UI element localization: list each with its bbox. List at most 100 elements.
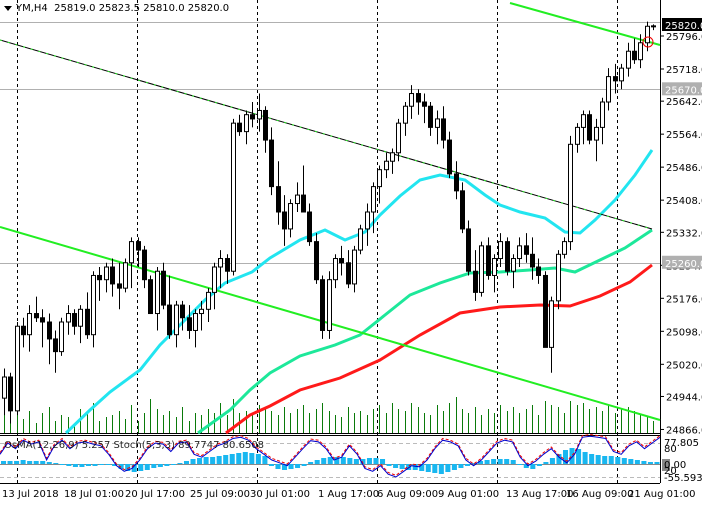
price-axis-label: 25020.0 [666, 360, 702, 371]
candle [307, 203, 312, 246]
candle [206, 288, 211, 322]
osma-bar [536, 464, 542, 466]
osma-bar [530, 464, 536, 469]
candle [511, 254, 516, 289]
osma-bar [556, 454, 562, 464]
candle [454, 161, 459, 200]
time-axis-label: 9 Aug 01:00 [438, 489, 499, 500]
osma-bar [471, 463, 477, 464]
osma-bar [595, 455, 601, 464]
candle [517, 237, 522, 267]
current-price-label-bg [662, 18, 702, 31]
indicator-scale-label: 0.00 [664, 460, 686, 471]
candle [632, 38, 637, 64]
time-axis-label: 16 Aug 09:00 [566, 489, 633, 500]
candle [237, 114, 242, 136]
osma-bar [288, 464, 294, 469]
candle [136, 237, 141, 267]
candle [276, 161, 281, 225]
candle [339, 245, 344, 276]
osma-bar [301, 464, 307, 466]
candle [536, 258, 541, 284]
candle [568, 135, 573, 251]
price-axis-label: 25486.0 [666, 163, 702, 174]
osma-bar [366, 458, 372, 464]
candle [97, 267, 102, 301]
osma-bar [634, 460, 640, 464]
candle [59, 317, 64, 356]
osma-bar [99, 464, 105, 465]
osma-bar [314, 460, 320, 464]
price-axis-label: 25176.0 [666, 294, 702, 305]
osma-bar [432, 464, 438, 473]
candle [180, 300, 185, 331]
candle [8, 372, 13, 424]
candle [384, 152, 389, 179]
dropdown-triangle-icon[interactable] [4, 5, 12, 11]
time-axis-label: 13 Aug 17:00 [506, 489, 573, 500]
osma-bar [33, 461, 39, 464]
osma-bar [170, 464, 176, 465]
level-label-upper: 25670.0 [665, 85, 702, 96]
osma-bar [281, 464, 288, 470]
candle [371, 182, 376, 234]
time-axis-label: 13 Jul 2018 [2, 489, 59, 500]
indicator-scale-label: 80 [664, 444, 677, 455]
osma-bar [157, 464, 163, 467]
price-axis-label: 24866.0 [666, 425, 702, 436]
indicator-label: OsMA(12,26,9) 5.257 Stoch(5,3,3) 89.7747… [4, 440, 265, 451]
osma-bar [654, 462, 660, 464]
zero-marker [662, 459, 670, 471]
candle [396, 118, 401, 162]
osma-bar [85, 464, 91, 466]
candle [320, 275, 325, 339]
candle [409, 85, 414, 119]
osma-bar [105, 464, 111, 465]
price-axis-label: 25332.0 [666, 228, 702, 239]
osma-bar [419, 464, 425, 471]
level-label-lower-bg [662, 255, 702, 269]
level-label-lower: 25260.0 [665, 259, 702, 270]
candle [282, 195, 287, 246]
osma-bar [549, 458, 555, 464]
candle [581, 110, 586, 145]
candle [117, 262, 122, 310]
candle [66, 305, 71, 335]
candle [600, 97, 605, 145]
candle [575, 123, 580, 153]
osma-bar [72, 464, 78, 467]
candle [403, 102, 408, 136]
candle [556, 250, 561, 310]
candle [428, 102, 433, 136]
osma-bar [406, 464, 412, 470]
osma-bar [340, 457, 346, 464]
candle [167, 275, 172, 339]
candle [257, 93, 262, 132]
time-axis-label: 6 Aug 09:00 [377, 489, 438, 500]
osma-bar [628, 459, 634, 464]
price-axis-label: 25408.0 [666, 196, 702, 207]
price-axis-label: 24944.0 [666, 392, 702, 403]
candle [250, 102, 255, 128]
osma-bar [425, 464, 431, 472]
candle [498, 233, 503, 267]
resistance-trendline[interactable] [509, 2, 661, 46]
osma-bar [268, 464, 274, 466]
osma-bar [504, 459, 510, 464]
candle [231, 118, 236, 276]
channel-upper-line-overlay [0, 39, 653, 230]
candle [212, 262, 217, 310]
osma-bar [131, 464, 137, 472]
candle [21, 317, 26, 348]
time-axis-label: 21 Aug 01:00 [628, 489, 695, 500]
osma-bar [602, 456, 608, 464]
osma-bar [112, 464, 118, 466]
osma-bar [210, 457, 216, 464]
candle [129, 237, 134, 289]
price-axis-label: 25098.0 [666, 327, 702, 338]
candle [505, 237, 510, 276]
candle [365, 203, 370, 246]
